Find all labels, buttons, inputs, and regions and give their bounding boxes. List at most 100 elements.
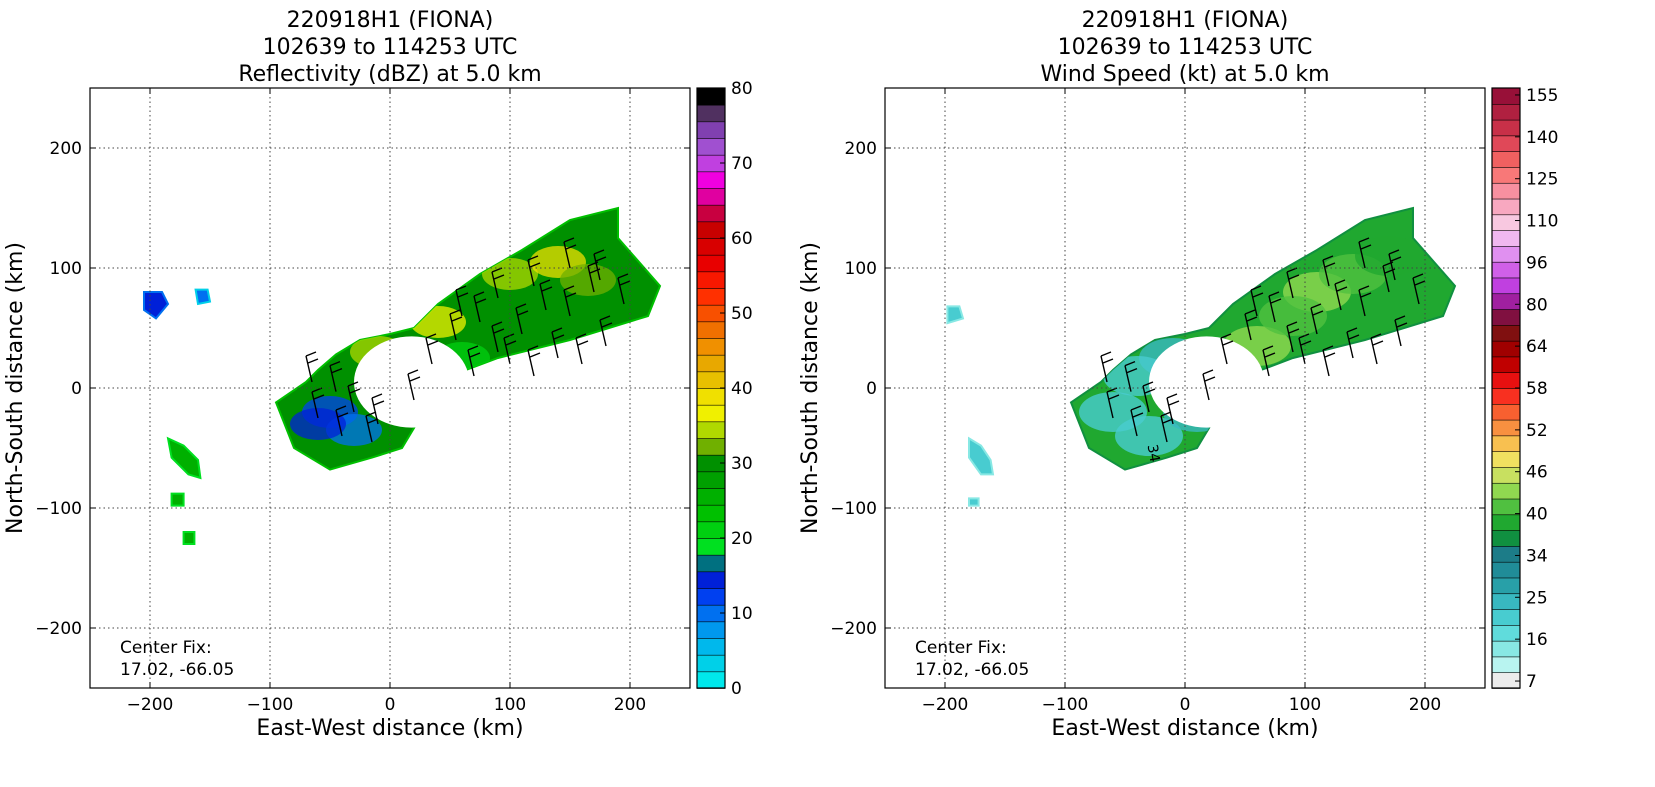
colorbar-swatch <box>696 387 726 406</box>
wind-barb <box>407 369 421 401</box>
wind-barb <box>1100 351 1114 383</box>
wind-barb-shaft <box>1220 337 1228 365</box>
wind-barb-shaft <box>491 271 499 299</box>
wind-barb-flag <box>427 340 439 346</box>
wind-barb-flag <box>1252 292 1264 298</box>
wind-barb-flag <box>1396 322 1408 328</box>
colorbar-swatch <box>696 87 726 106</box>
colorbar-swatch <box>1491 608 1521 626</box>
wind-barb-flag <box>407 369 419 375</box>
data-region-west-cluster-1 <box>143 291 170 320</box>
wind-barb-flag <box>1270 298 1282 304</box>
colorbar-swatch <box>696 137 726 156</box>
wind-barb-flag <box>425 333 437 339</box>
wind-barb-flag <box>1202 369 1214 375</box>
wind-barb <box>1358 285 1372 317</box>
chart-title-line-2: 102639 to 114253 UTC <box>1058 35 1313 60</box>
colorbar-tick-label: 155 <box>1526 86 1558 106</box>
wind-barb <box>371 393 385 425</box>
wind-barb-shaft <box>329 365 337 392</box>
colorbar-swatch <box>696 521 726 539</box>
wind-barb-shaft <box>527 349 535 377</box>
wind-barb-flag <box>551 327 563 333</box>
wind-barb <box>599 315 613 347</box>
wind-barb-flag <box>371 393 383 399</box>
wind-barb <box>563 285 577 317</box>
x-axis-label: East-West distance (km) <box>256 716 523 741</box>
colorbar-swatch <box>696 487 726 506</box>
wind-barb-flag <box>599 315 611 321</box>
colorbar-swatch <box>1491 229 1521 247</box>
wind-barb-flag <box>347 381 359 387</box>
wind-barb-flag <box>491 321 503 327</box>
wind-barb <box>1250 285 1264 317</box>
wind-barb-shaft <box>371 397 379 425</box>
colorbar-tick-label: 140 <box>1526 128 1558 148</box>
wind-barb-flag <box>563 237 575 243</box>
wind-barb-flag <box>1360 244 1372 250</box>
wind-barb-shaft <box>1262 349 1270 377</box>
colorbar-swatch <box>696 554 726 573</box>
wind-barb <box>347 381 361 413</box>
colorbar-swatch <box>696 537 726 556</box>
wind-barb-flag <box>1124 360 1136 367</box>
wind-barb-flag <box>1390 256 1402 262</box>
wind-barb <box>1202 369 1216 401</box>
wind-barb-flag <box>1324 262 1336 268</box>
data-region-west-cluster-5 <box>182 531 196 545</box>
wind-barb-shaft <box>1346 331 1354 359</box>
wind-barb-flag <box>335 405 347 411</box>
storm-eye <box>1149 336 1265 428</box>
wind-barb-flag <box>1388 249 1400 255</box>
wind-barb-shaft <box>1322 349 1330 377</box>
colorbar-swatch <box>1491 324 1521 342</box>
data-region-west-cluster-1 <box>946 305 965 325</box>
wind-barb <box>617 273 631 305</box>
wind-barb-flag <box>1102 358 1114 364</box>
wind-barb-flag <box>1288 328 1300 334</box>
wind-barb-shaft <box>1124 365 1132 392</box>
center-fix-annotation-line-2: 17.02, -66.05 <box>915 660 1029 680</box>
wind-barb-flag <box>529 352 541 358</box>
wind-barb-shaft <box>1100 355 1108 383</box>
y-axis-label: North-South distance (km) <box>798 242 823 534</box>
wind-barb <box>1220 333 1234 365</box>
wind-barb-flag <box>1220 333 1232 339</box>
colorbar-swatch <box>1491 119 1521 137</box>
colorbar-tick-label: 52 <box>1526 421 1548 441</box>
wind-barb-flag <box>515 303 527 309</box>
wind-cell-4 <box>1259 296 1327 336</box>
contour-label: 34 <box>1144 443 1163 463</box>
wind-barb-flag <box>313 394 325 400</box>
chart-title-line-3: Reflectivity (dBZ) at 5.0 km <box>238 62 541 87</box>
wind-barb <box>455 285 469 317</box>
wind-barb-flag <box>469 352 481 358</box>
wind-barb <box>527 345 541 377</box>
wind-barb <box>1142 381 1156 413</box>
wind-barb <box>329 360 343 392</box>
y-tick-label: 100 <box>845 259 877 279</box>
center-fix-annotation-line-1: Center Fix: <box>915 638 1007 658</box>
data-region-west-cluster-3 <box>968 436 995 476</box>
x-tick-label: −200 <box>127 695 174 715</box>
wind-barb-flag <box>1412 273 1424 279</box>
colorbar-tick-label: 110 <box>1526 212 1558 232</box>
wind-barb-flag <box>1142 381 1154 387</box>
wind-barb-shaft <box>425 337 433 365</box>
colorbar-swatch <box>696 354 726 373</box>
wind-barb-shaft <box>365 415 373 443</box>
colorbar-swatch <box>696 654 726 673</box>
colorbar-swatch <box>1491 387 1521 405</box>
wind-barb-shaft <box>527 259 535 287</box>
wind-barb-shaft <box>335 409 343 437</box>
wind-barb-flag <box>1336 286 1348 292</box>
wind-barb-shaft <box>1130 409 1138 437</box>
wind-barb-flag <box>1322 345 1334 351</box>
colorbar-swatch <box>1491 356 1521 374</box>
colorbar-swatch <box>696 404 726 423</box>
colorbar-tick-label: 25 <box>1526 588 1548 608</box>
colorbar-swatch <box>1491 214 1521 231</box>
colorbar-swatch <box>696 337 726 356</box>
wind-barb-shaft <box>1382 265 1390 293</box>
wind-barb-shaft <box>449 313 457 341</box>
